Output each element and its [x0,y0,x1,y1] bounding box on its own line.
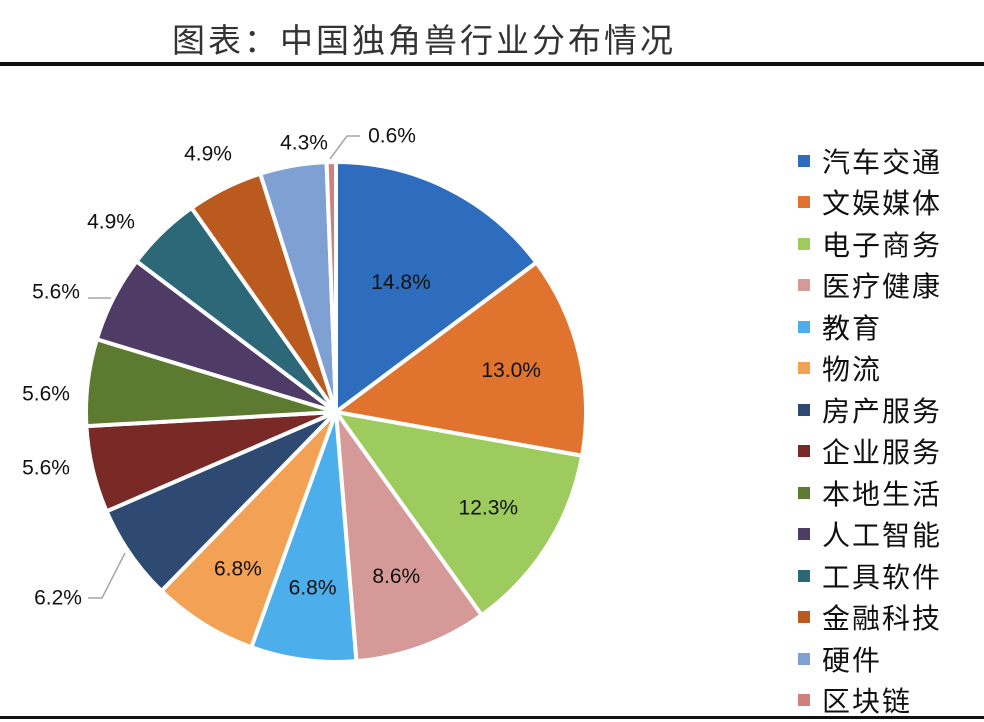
legend-label: 工具软件 [822,560,943,594]
legend-label: 金融科技 [822,602,943,636]
legend-item: 金融科技 [798,597,984,639]
data-label-11: 4.9% [87,211,135,234]
data-label-5: 6.8% [289,577,337,600]
legend-label: 教育 [822,311,883,345]
top-rule [0,62,984,66]
legend-item: 区块链 [798,680,984,722]
legend-item: 文娱媒体 [798,182,984,224]
data-label-8: 5.6% [22,457,70,480]
legend-label: 硬件 [822,643,883,677]
legend-swatch [798,196,810,209]
pie-slice-6 [159,410,338,650]
data-label-6: 6.8% [214,557,262,580]
legend-label: 本地生活 [822,477,943,511]
legend-swatch [798,279,810,292]
legend-item: 工具软件 [798,555,984,597]
legend-swatch [798,569,810,582]
legend-item: 本地生活 [798,472,984,514]
legend-label: 房产服务 [822,394,943,428]
legend-item: 电子商务 [798,223,984,265]
chart-title: 图表：中国独角兽行业分布情况 [172,21,676,60]
bottom-rule [0,716,984,719]
legend-item: 人工智能 [798,514,984,556]
pie-slice-5 [249,410,359,664]
legend-item: 医疗健康 [798,265,984,307]
data-label-1: 14.8% [371,271,431,294]
data-label-13: 4.3% [280,132,328,155]
legend-item: 房产服务 [798,389,984,431]
legend-swatch [798,154,810,167]
legend-swatch [798,611,810,624]
data-label-2: 13.0% [481,359,541,382]
data-label-12: 4.9% [184,143,232,166]
legend-swatch [798,528,810,541]
legend-item: 硬件 [798,638,984,680]
legend-item: 汽车交通 [798,140,984,182]
pie-slice-14 [324,160,338,414]
legend-label: 企业服务 [822,436,943,470]
legend-item: 物流 [798,348,984,390]
pie-slice-1 [334,160,539,414]
legend-swatch [798,362,810,375]
legend-label: 区块链 [822,685,913,719]
chart-legend: 汽车交通文娱媒体电子商务医疗健康教育物流房产服务企业服务本地生活人工智能工具软件… [798,140,984,721]
data-label-4: 8.6% [372,565,420,588]
pie-slice-3 [334,410,585,618]
legend-label: 汽车交通 [822,145,943,179]
data-label-14: 0.6% [368,125,416,148]
legend-swatch [798,403,810,416]
legend-label: 医疗健康 [822,270,943,304]
legend-label: 人工智能 [822,519,943,553]
legend-item: 教育 [798,306,984,348]
legend-item: 企业服务 [798,431,984,473]
legend-swatch [798,445,810,458]
data-label-3: 12.3% [459,497,519,520]
legend-label: 电子商务 [822,228,943,262]
leader-line-14 [329,135,360,160]
legend-swatch [798,652,810,665]
legend-swatch [798,694,810,707]
pie-slice-4 [334,410,484,664]
data-label-9: 5.6% [22,383,70,406]
pie-slice-2 [334,260,588,458]
legend-swatch [798,237,810,250]
legend-label: 文娱媒体 [822,187,943,221]
legend-swatch [798,486,810,499]
data-label-10: 5.6% [32,281,80,304]
legend-swatch [798,320,810,333]
legend-label: 物流 [822,353,883,387]
leader-line-7 [88,552,126,599]
data-label-7: 6.2% [34,587,82,610]
